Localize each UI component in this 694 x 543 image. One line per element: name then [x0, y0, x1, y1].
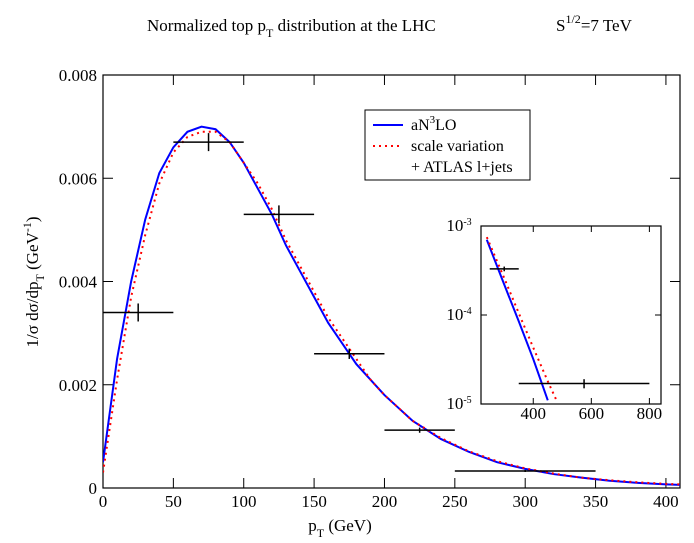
y-tick-label: 10-4 [446, 305, 471, 324]
tick-exp: -4 [463, 306, 471, 317]
label-sup: -1 [20, 222, 34, 232]
plot-area [485, 236, 650, 401]
legend-label: aN3LO [411, 114, 456, 134]
tick-base: 10 [446, 216, 463, 235]
title-part: S [556, 16, 565, 35]
x-tick-label: 800 [637, 404, 663, 423]
y-tick-label: 0.006 [59, 169, 97, 188]
x-tick-label: 250 [442, 492, 468, 511]
series-line [485, 239, 549, 401]
title-sub: T [266, 26, 274, 40]
y-tick-label: 10-3 [446, 216, 471, 235]
title-part: =7 TeV [581, 16, 633, 35]
series-line [103, 125, 680, 486]
y-tick-label: 10-5 [446, 394, 471, 413]
x-tick-label: 0 [99, 492, 108, 511]
x-tick-label: 200 [372, 492, 398, 511]
x-axis-label: pT (GeV) [308, 516, 372, 540]
label-part: (GeV [23, 231, 42, 274]
tick-exp: -3 [463, 217, 471, 228]
x-tick-label: 150 [301, 492, 327, 511]
series-line [485, 236, 558, 401]
title-sup: 1/2 [565, 12, 580, 26]
chart-title: Normalized top pT distribution at the LH… [147, 12, 633, 40]
legend-part: scale variation [411, 138, 504, 155]
label-part: 1/σ dσ/dp [23, 282, 42, 348]
plot-area [103, 125, 680, 486]
legend-label: + ATLAS l+jets [411, 159, 513, 176]
plot-frame [480, 225, 662, 405]
label-sub: T [33, 274, 47, 282]
tick-base: 10 [446, 394, 463, 413]
label-part: ) [23, 216, 42, 222]
y-tick-label: 0.002 [59, 376, 97, 395]
legend-part: aN [411, 117, 430, 134]
title-part: distribution at the LHC [273, 16, 435, 35]
legend-part: + ATLAS l+jets [411, 159, 513, 176]
title-part: Normalized top p [147, 16, 266, 35]
x-tick-label: 50 [165, 492, 182, 511]
label-part: p [308, 516, 317, 535]
y-tick-label: 0 [89, 479, 98, 498]
x-tick-label: 300 [512, 492, 538, 511]
legend-part: 3 [430, 114, 436, 126]
tick-base: 10 [446, 305, 463, 324]
x-tick-label: 400 [653, 492, 679, 511]
y-tick-label: 0.004 [59, 273, 98, 292]
label-sub: T [317, 526, 325, 540]
label-part: (GeV) [324, 516, 372, 535]
x-tick-label: 350 [583, 492, 609, 511]
legend-label: scale variation [411, 138, 504, 155]
series-line [103, 130, 680, 486]
x-tick-label: 100 [231, 492, 257, 511]
tick-exp: -5 [463, 395, 471, 406]
x-tick-label: 600 [579, 404, 605, 423]
y-axis-label: 1/σ dσ/dpT (GeV-1) [20, 216, 47, 347]
legend-part: LO [435, 117, 456, 134]
y-tick-label: 0.008 [59, 66, 97, 85]
x-tick-label: 400 [521, 404, 547, 423]
